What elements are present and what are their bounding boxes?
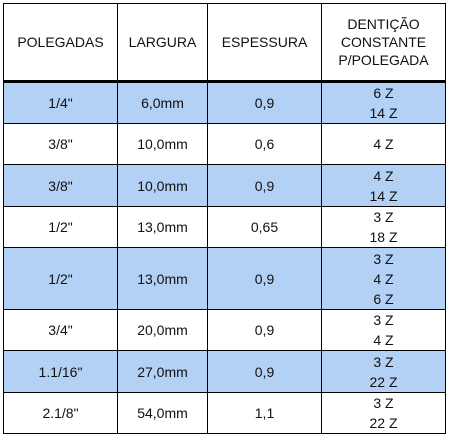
cell-polegadas: 1/2" xyxy=(3,247,118,310)
cell-largura: 10,0mm xyxy=(117,164,208,207)
cell-polegadas: 3/8" xyxy=(3,164,118,207)
cell-polegadas: 1.1/16" xyxy=(3,350,118,393)
cell-denticao: 3 Z 18 Z xyxy=(321,206,446,248)
cell-espessura: 0,9 xyxy=(207,81,322,124)
denticao-value: 14 Z xyxy=(369,105,398,121)
cell-denticao: 3 Z 4 Z 6 Z xyxy=(321,247,446,310)
denticao-value: 4 Z xyxy=(373,136,394,152)
cell-largura: 27,0mm xyxy=(117,350,208,393)
denticao-value: 3 Z xyxy=(373,395,394,411)
cell-largura: 13,0mm xyxy=(117,206,208,248)
header-polegadas: POLEGADAS xyxy=(3,3,118,83)
cell-largura: 13,0mm xyxy=(117,247,208,310)
cell-largura: 6,0mm xyxy=(117,81,208,124)
denticao-value: 3 Z xyxy=(373,353,394,370)
table-row: 3/8" 10,0mm 0,9 4 Z 14 Z xyxy=(3,164,446,207)
cell-polegadas: 3/8" xyxy=(3,123,118,165)
denticao-value: 6 Z xyxy=(373,85,394,101)
header-denticao-line: CONSTANTE xyxy=(340,34,427,50)
cell-espessura: 0,9 xyxy=(207,350,322,393)
denticao-value: 22 Z xyxy=(369,373,398,390)
denticao-value: 4 Z xyxy=(373,332,394,348)
cell-largura: 10,0mm xyxy=(117,123,208,165)
cell-polegadas: 1/2" xyxy=(3,206,118,248)
cell-denticao: 3 Z 22 Z xyxy=(321,350,446,393)
header-denticao-line: P/POLEGADA xyxy=(338,52,429,68)
denticao-value: 3 Z xyxy=(373,209,394,225)
denticao-value: 14 Z xyxy=(369,187,398,204)
cell-denticao: 6 Z 14 Z xyxy=(321,81,446,124)
cell-polegadas: 1/4" xyxy=(3,81,118,124)
table-row: 1.1/16" 27,0mm 0,9 3 Z 22 Z xyxy=(3,350,446,393)
header-espessura: ESPESSURA xyxy=(207,3,322,83)
header-denticao-line: DENTIÇÃO xyxy=(347,16,420,32)
header-denticao: DENTIÇÃO CONSTANTE P/POLEGADA xyxy=(321,3,446,83)
cell-espessura: 1,1 xyxy=(207,392,322,434)
table-row: 1/4" 6,0mm 0,9 6 Z 14 Z xyxy=(3,81,446,124)
cell-polegadas: 2.1/8" xyxy=(3,392,118,434)
cell-denticao: 4 Z 14 Z xyxy=(321,164,446,207)
cell-espessura: 0,9 xyxy=(207,164,322,207)
denticao-value: 4 Z xyxy=(373,167,394,184)
cell-denticao: 3 Z 22 Z xyxy=(321,392,446,434)
denticao-value: 6 Z xyxy=(373,290,394,307)
cell-espessura: 0,6 xyxy=(207,123,322,165)
denticao-value: 22 Z xyxy=(369,415,398,431)
header-row: POLEGADAS LARGURA ESPESSURA DENTIÇÃO CONS… xyxy=(3,3,446,83)
denticao-value: 4 Z xyxy=(373,270,394,287)
header-largura: LARGURA xyxy=(117,3,208,83)
cell-largura: 54,0mm xyxy=(117,392,208,434)
table-row: 3/8" 10,0mm 0,6 4 Z xyxy=(3,123,446,165)
denticao-value: 3 Z xyxy=(373,250,394,267)
cell-espessura: 0,9 xyxy=(207,309,322,351)
cell-espessura: 0,9 xyxy=(207,247,322,310)
cell-polegadas: 3/4" xyxy=(3,309,118,351)
cell-denticao: 4 Z xyxy=(321,123,446,165)
table-row: 1/2" 13,0mm 0,9 3 Z 4 Z 6 Z xyxy=(3,247,446,310)
table-row: 1/2" 13,0mm 0,65 3 Z 18 Z xyxy=(3,206,446,248)
cell-espessura: 0,65 xyxy=(207,206,322,248)
table-row: 2.1/8" 54,0mm 1,1 3 Z 22 Z xyxy=(3,392,446,434)
specs-table: POLEGADAS LARGURA ESPESSURA DENTIÇÃO CONS… xyxy=(3,3,446,434)
denticao-value: 3 Z xyxy=(373,312,394,328)
cell-largura: 20,0mm xyxy=(117,309,208,351)
denticao-value: 18 Z xyxy=(369,229,398,245)
